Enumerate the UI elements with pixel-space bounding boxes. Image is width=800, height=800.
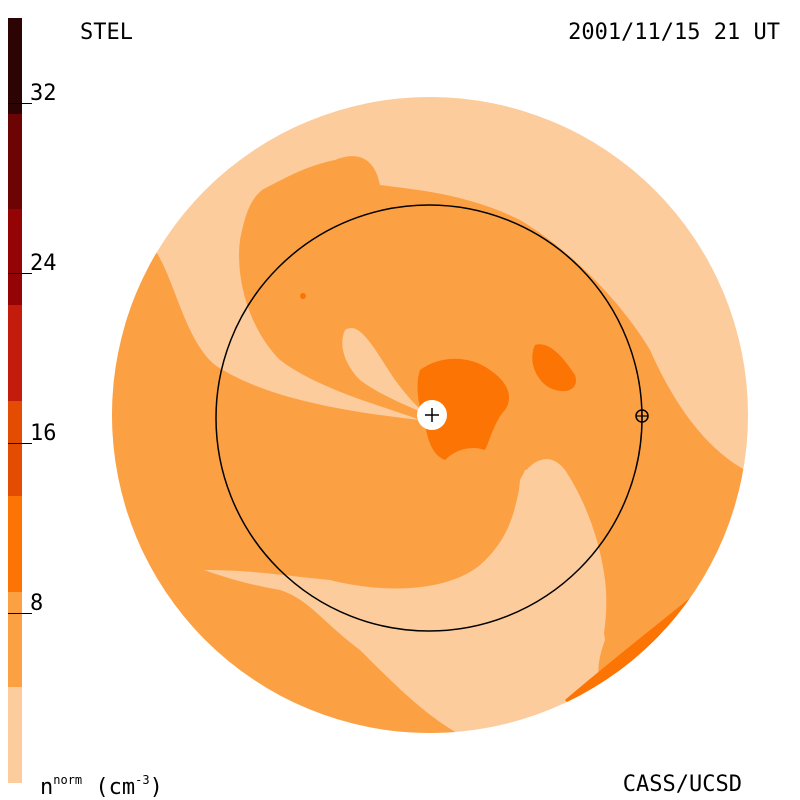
unit-text: (cm: [82, 775, 136, 800]
credit-label: CASS/UCSD: [622, 772, 742, 797]
colorbar-segment: [8, 687, 22, 783]
colorbar-segment: [8, 304, 22, 401]
timestamp-label: 2001/11/15 21 UT: [568, 20, 780, 45]
high-density-core: [417, 358, 510, 460]
colorbar-tick-mark: [8, 103, 32, 104]
colorbar-tick-mark: [8, 613, 32, 614]
colorbar-tick-mark: [8, 443, 32, 444]
low-density-inlet: [342, 328, 428, 415]
density-unit-label: nnorm (cm-3): [40, 774, 163, 799]
instrument-label: STEL: [80, 20, 133, 45]
mid-density-patch-right: [532, 344, 576, 392]
colorbar-segment: [8, 400, 22, 497]
unit-superscript: norm: [53, 773, 83, 787]
colorbar-segment: [8, 209, 22, 305]
colorbar-segment: [8, 18, 22, 114]
mid-density-region: [112, 156, 748, 733]
colorbar: [8, 18, 22, 783]
earth-icon: [635, 409, 649, 423]
colorbar-segment: [8, 496, 22, 592]
colorbar-tick-label: 8: [30, 591, 44, 616]
colorbar-tick-label: 16: [30, 421, 57, 446]
unit-close: ): [149, 775, 163, 800]
low-density-tongue: [496, 459, 607, 700]
colorbar-tick-mark: [8, 273, 32, 274]
density-speck: [300, 293, 306, 299]
colorbar-tick-label: 24: [30, 251, 57, 276]
unit-symbol: n: [40, 775, 54, 800]
colorbar-segment: [8, 591, 22, 688]
sun-icon: [417, 400, 447, 430]
colorbar-tick-label: 32: [30, 81, 57, 106]
unit-exponent: -3: [135, 773, 150, 787]
colorbar-segment: [8, 113, 22, 210]
